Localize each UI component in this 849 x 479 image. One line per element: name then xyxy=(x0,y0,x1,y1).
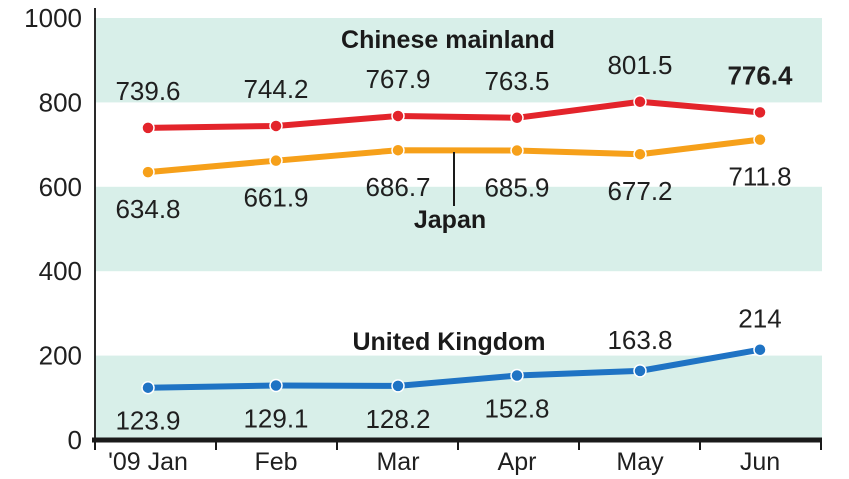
data-label: 634.8 xyxy=(115,194,180,224)
data-label: 152.8 xyxy=(484,394,549,424)
series-line xyxy=(145,346,763,391)
grid-band xyxy=(95,18,822,103)
data-point xyxy=(141,380,155,395)
series-layer xyxy=(141,95,767,395)
data-label: 129.1 xyxy=(243,404,308,434)
data-point xyxy=(753,105,767,120)
data-point xyxy=(391,109,405,123)
data-point xyxy=(753,132,767,147)
data-point xyxy=(510,143,524,158)
data-label: 686.7 xyxy=(365,172,430,202)
y-tick-label: 800 xyxy=(39,87,82,117)
data-label: 685.9 xyxy=(484,173,549,203)
y-tick-label: 200 xyxy=(39,341,82,371)
x-tick-label: '09 Jan xyxy=(108,448,188,476)
data-point xyxy=(391,379,405,393)
data-label: 763.5 xyxy=(484,66,549,96)
x-tick-label: Jun xyxy=(740,448,780,476)
grid-band xyxy=(95,186,822,272)
data-label: 767.9 xyxy=(365,64,430,94)
y-tick-label: 400 xyxy=(39,256,82,286)
data-label: 677.2 xyxy=(607,176,672,206)
data-point xyxy=(391,143,405,157)
data-point xyxy=(141,121,155,135)
data-label: 776.4 xyxy=(727,60,793,90)
y-tick-label: 0 xyxy=(68,425,82,455)
grid-band xyxy=(95,355,822,440)
x-tick-label: Apr xyxy=(498,448,537,476)
labels-layer: 739.6 744.2 767.9 763.5 801.5 776.4 634.8 661.9… xyxy=(115,26,793,436)
data-label: 163.8 xyxy=(607,325,672,355)
series-name-label: Japan xyxy=(414,206,486,234)
series-line xyxy=(145,136,763,176)
x-tick-label: Feb xyxy=(254,448,297,476)
series-name-label: United Kingdom xyxy=(352,328,545,356)
data-point xyxy=(633,147,647,161)
data-label: 744.2 xyxy=(243,74,308,104)
x-tick-label: May xyxy=(616,448,664,476)
data-label: 123.9 xyxy=(115,406,180,436)
data-label: 661.9 xyxy=(243,183,308,213)
data-point xyxy=(633,364,647,378)
y-tick-label: 1000 xyxy=(24,3,82,33)
data-point xyxy=(269,378,283,393)
data-point xyxy=(510,368,524,383)
data-label: 711.8 xyxy=(728,162,791,192)
data-label: 128.2 xyxy=(365,404,430,434)
data-label: 801.5 xyxy=(607,50,672,80)
series-line xyxy=(145,98,763,131)
data-point xyxy=(753,342,767,357)
x-tick-label: Mar xyxy=(376,448,419,476)
series-name-label: Chinese mainland xyxy=(341,26,555,54)
background-bands xyxy=(95,18,822,440)
x-axis: '09 Jan Feb Mar Apr May Jun xyxy=(92,437,822,476)
data-label: 739.6 xyxy=(115,76,180,106)
y-tick-label: 600 xyxy=(39,172,82,202)
data-point xyxy=(269,153,283,168)
data-point xyxy=(269,119,283,133)
data-label: 214 xyxy=(738,304,781,334)
y-axis: 0 200 400 600 800 1000 xyxy=(24,3,96,455)
data-point xyxy=(510,111,524,125)
data-point xyxy=(633,95,647,109)
data-point xyxy=(141,165,155,179)
